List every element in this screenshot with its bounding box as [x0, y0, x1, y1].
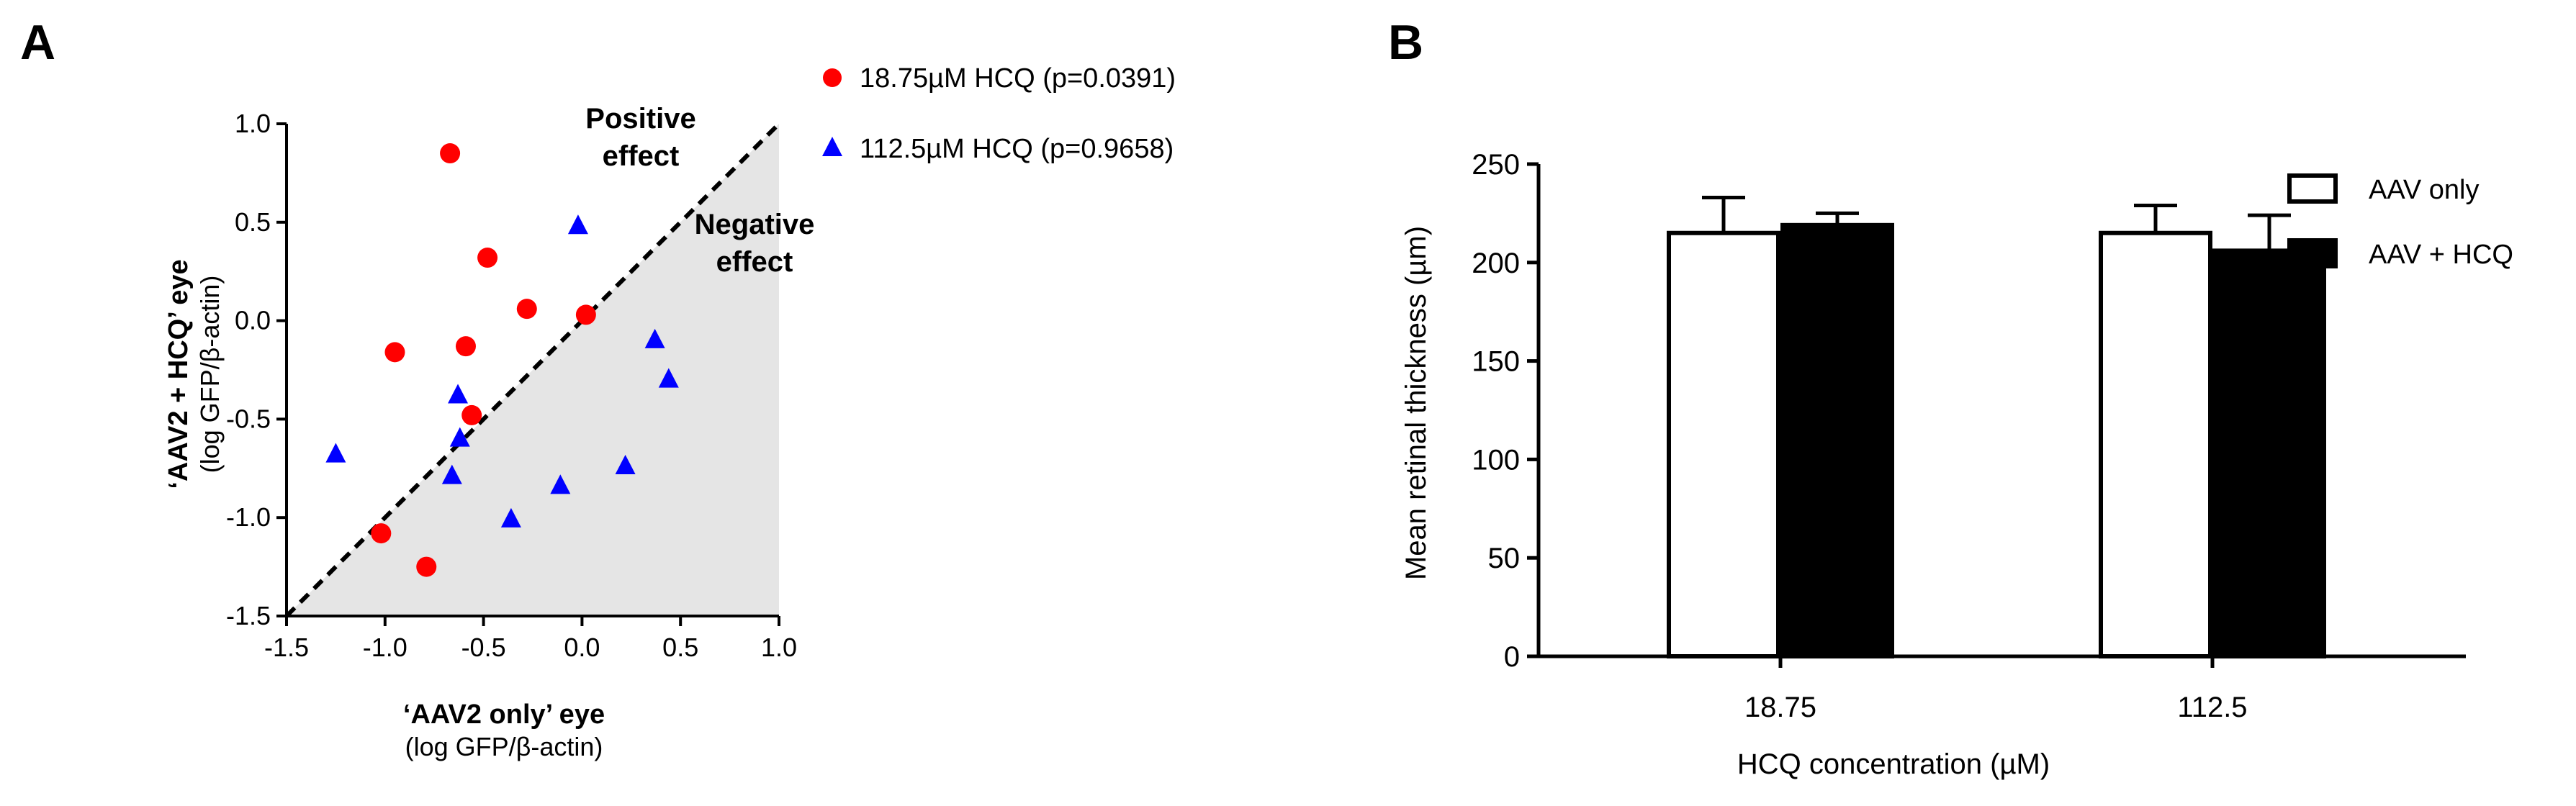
panel-a-ticks: -1.5 -1.0 -0.5 0.0 0.5 1.0 -1.5 -1.0 -0.5 0.0 0.5 1… [226, 109, 797, 662]
panel-a-y-axis-title: ‘AAV2 + HCQ’ eye [163, 259, 194, 489]
panel-a-legend-label: 18.75µM HCQ (p=0.0391) [860, 63, 1176, 94]
panel-b-letter: B [1388, 15, 1423, 70]
red-circle-point [371, 523, 392, 544]
panel-b-legend-item: AAV only [2287, 173, 2479, 205]
bar-aav-only [1667, 230, 1780, 658]
panel-b-legend-label: AAV only [2369, 175, 2479, 205]
panel-b-bar-chart: B 0 50 100 150 200 250 18.75 112.5 HCQ concentr… [1388, 15, 2513, 780]
panel-a-y-axis-subtitle: (log GFP/β-actin) [195, 276, 225, 474]
panel-a-y-tick-label: 0.0 [235, 306, 271, 335]
bar-aav-plus-hcq [2212, 248, 2326, 659]
panel-b-y-tick-label: 50 [1488, 543, 1521, 574]
panel-b-y-tick-label: 200 [1472, 248, 1520, 279]
red-circle-point [416, 556, 437, 577]
annotation-line: effect [716, 246, 793, 278]
bar-group [2212, 213, 2326, 659]
panel-a-x-axis-subtitle: (log GFP/β-actin) [405, 732, 603, 761]
legend-circle-icon [823, 68, 842, 87]
bar-aav-only [2099, 230, 2212, 658]
panel-a-x-tick-label: -1.5 [264, 633, 309, 662]
panel-b-x-axis-title: HCQ concentration (µM) [1737, 748, 2050, 780]
panel-b-y-axis-title: Mean retinal thickness (µm) [1400, 226, 1432, 580]
blue-triangle-point [500, 507, 521, 527]
annotation-line: effect [603, 140, 680, 172]
blue-triangle-point [449, 427, 470, 447]
negative-effect-region [287, 124, 779, 616]
red-circle-point [575, 304, 596, 325]
panel-a-legend-item: 18.75µM HCQ (p=0.0391) [823, 63, 1176, 94]
legend-swatch [2287, 238, 2338, 268]
panel-b-ticks: 0 50 100 150 200 250 18.75 112.5 [1472, 149, 2247, 723]
positive-effect-annotation: Positive effect [585, 103, 695, 172]
panel-b-x-tick-label: 112.5 [2177, 692, 2247, 723]
red-circle-point [384, 342, 405, 363]
red-circle-point [516, 299, 537, 320]
panel-b-legend-label: AAV + HCQ [2369, 240, 2513, 270]
annotation-line: Positive [585, 103, 695, 135]
panel-a-x-tick-label: 1.0 [761, 633, 797, 662]
bar-aav-plus-hcq [1780, 222, 1894, 659]
panel-b-y-tick-label: 100 [1472, 444, 1520, 476]
panel-a-y-tick-label: -1.0 [226, 502, 271, 532]
red-circle-point [461, 404, 482, 425]
negative-effect-annotation: Negative effect [695, 209, 815, 278]
panel-b-x-tick-label: 18.75 [1744, 692, 1816, 723]
panel-b-bars [1667, 196, 2326, 659]
red-circle-point [477, 248, 498, 268]
blue-triangle-point [550, 474, 571, 494]
bar-group [1667, 196, 1780, 658]
panel-a-y-tick-label: -0.5 [226, 404, 271, 433]
panel-a-x-tick-label: 0.0 [564, 633, 600, 662]
panel-b-legend: AAV only AAV + HCQ [2287, 173, 2513, 270]
panel-b-y-tick-label: 0 [1504, 641, 1520, 673]
legend-triangle-icon [822, 137, 842, 156]
annotation-line: Negative [695, 209, 815, 240]
panel-a-legend: 18.75µM HCQ (p=0.0391) 112.5µM HCQ (p=0.9… [822, 63, 1176, 164]
panel-b-y-tick-label: 150 [1472, 346, 1520, 378]
blue-triangle-point [441, 464, 462, 484]
panel-a-scatter-chart: A -1.5 -1.0 -0.5 0.0 0.5 1.0 -1.5 -1.0 -0.5 0.0 0.… [20, 15, 1176, 761]
panel-a-legend-item: 112.5µM HCQ (p=0.9658) [822, 134, 1174, 164]
red-circle-point [440, 143, 461, 164]
panel-b-y-tick-label: 250 [1472, 149, 1520, 181]
panel-b-legend-item: AAV + HCQ [2287, 238, 2513, 270]
blue-triangle-point [567, 214, 588, 235]
blue-triangle-point [325, 443, 346, 463]
panel-a-y-tick-label: 0.5 [235, 207, 271, 237]
panel-a-y-tick-label: -1.5 [226, 601, 271, 630]
panel-a-plot-area [284, 122, 781, 618]
bar-group [2099, 203, 2212, 658]
panel-a-x-tick-label: -0.5 [461, 633, 506, 662]
panel-a-x-tick-label: 0.5 [662, 633, 698, 662]
panel-a-points [325, 143, 679, 577]
blue-triangle-point [448, 384, 469, 404]
blue-triangle-point [615, 454, 636, 474]
panel-a-y-tick-label: 1.0 [235, 109, 271, 138]
bar-group [1780, 211, 1894, 659]
blue-triangle-point [644, 328, 665, 348]
legend-swatch [2287, 173, 2338, 204]
panel-a-x-tick-label: -1.0 [363, 633, 407, 662]
panel-a-letter: A [20, 15, 55, 70]
red-circle-point [455, 336, 476, 357]
panel-a-legend-label: 112.5µM HCQ (p=0.9658) [860, 134, 1174, 164]
blue-triangle-point [658, 368, 679, 388]
panel-a-x-axis-title: ‘AAV2 only’ eye [403, 699, 605, 730]
